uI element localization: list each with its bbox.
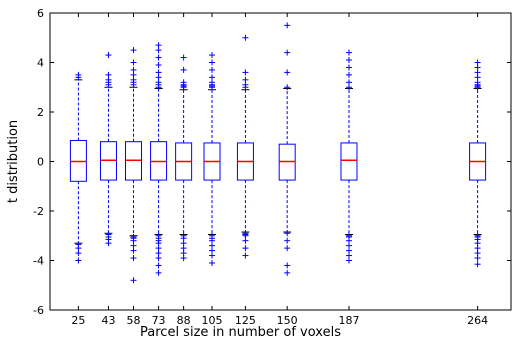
outlier-marker (155, 61, 162, 68)
x-tick-label: 25 (71, 314, 85, 327)
x-axis-label: Parcel size in number of voxels (140, 325, 341, 340)
outlier-marker (209, 259, 216, 266)
outlier-marker (284, 230, 291, 237)
outlier-marker (284, 69, 291, 76)
y-tick-label: 6 (37, 7, 44, 20)
y-tick-label: 4 (37, 57, 44, 70)
y-tick-label: -6 (33, 304, 44, 317)
plot-content (69, 22, 487, 284)
y-axis-label: t distribution (6, 120, 21, 203)
x-tick-label: 105 (202, 314, 223, 327)
outlier-marker (130, 255, 137, 262)
outlier-marker (155, 42, 162, 49)
outlier-marker (284, 22, 291, 29)
outlier-marker (105, 52, 112, 59)
outlier-marker (345, 49, 352, 56)
box-150 (278, 22, 296, 276)
outlier-marker (180, 54, 187, 61)
outlier-marker (209, 66, 216, 73)
outlier-marker (105, 240, 112, 247)
outlier-marker (209, 252, 216, 259)
outlier-marker (242, 76, 249, 83)
outlier-marker (242, 245, 249, 252)
box-105 (203, 52, 221, 266)
outlier-marker (130, 277, 137, 284)
outlier-marker (130, 247, 137, 254)
x-tick-label: 150 (277, 314, 298, 327)
outlier-marker (242, 69, 249, 76)
x-tick-label: 73 (152, 314, 166, 327)
x-tick-label: 88 (177, 314, 191, 327)
outlier-marker (155, 269, 162, 276)
outlier-marker (284, 237, 291, 244)
x-tick-label: 43 (101, 314, 115, 327)
outlier-marker (75, 257, 82, 264)
outlier-marker (130, 47, 137, 54)
box-88 (175, 54, 193, 262)
outlier-marker (284, 262, 291, 269)
x-tick-label: 125 (235, 314, 256, 327)
outlier-marker (75, 250, 82, 257)
outlier-marker (155, 54, 162, 61)
box-125 (236, 34, 254, 259)
outlier-marker (345, 64, 352, 71)
x-tick-label: 58 (127, 314, 141, 327)
outlier-marker (284, 245, 291, 252)
outlier-marker (155, 262, 162, 269)
outlier-marker (345, 71, 352, 78)
outlier-marker (474, 59, 481, 66)
outlier-marker (155, 69, 162, 76)
box-264 (469, 59, 487, 268)
box-187 (340, 49, 358, 264)
outlier-marker (242, 237, 249, 244)
axis-ticks: 25 43 58 73 88 105 125 150 187 264 -6 -4 -2 0 2 4 6 (33, 7, 511, 327)
outlier-marker (242, 34, 249, 41)
outlier-marker (209, 52, 216, 59)
outlier-marker (130, 59, 137, 66)
outlier-marker (242, 252, 249, 259)
outlier-marker (284, 84, 291, 91)
x-tick-label: 264 (467, 314, 488, 327)
outlier-marker (284, 269, 291, 276)
box-43 (99, 52, 117, 247)
outlier-marker (345, 257, 352, 264)
outlier-marker (474, 261, 481, 268)
outlier-marker (209, 74, 216, 81)
y-tick-label: -4 (33, 255, 44, 268)
outlier-marker (180, 66, 187, 73)
x-tick-label: 187 (338, 314, 359, 327)
outlier-marker (284, 49, 291, 56)
outlier-marker (130, 66, 137, 73)
outlier-marker (474, 255, 481, 262)
outlier-marker (155, 255, 162, 262)
outlier-marker (180, 79, 187, 86)
box-58 (125, 47, 143, 284)
outlier-marker (345, 57, 352, 64)
y-tick-label: -2 (33, 205, 44, 218)
outlier-marker (209, 59, 216, 66)
outlier-marker (345, 79, 352, 86)
box-25 (69, 71, 87, 264)
y-tick-label: 0 (37, 156, 44, 169)
box-iqr (340, 142, 358, 181)
outlier-marker (105, 71, 112, 78)
outlier-marker (75, 74, 82, 81)
outlier-marker (180, 255, 187, 262)
box-73 (150, 42, 168, 276)
y-tick-label: 2 (37, 106, 44, 119)
